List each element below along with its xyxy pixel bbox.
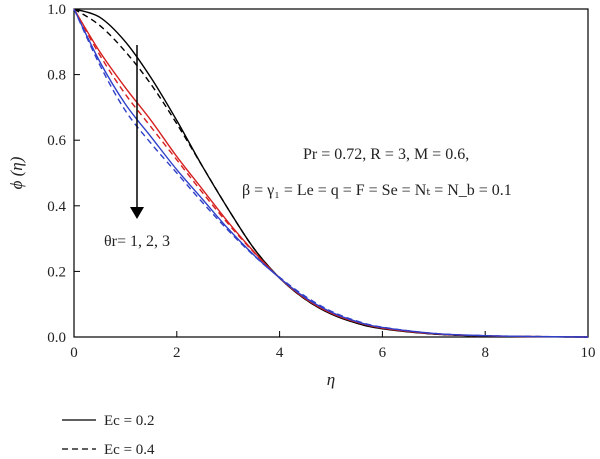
- data-lines: [73, 8, 589, 338]
- legend: Ec = 0.2 Ec = 0.4: [62, 413, 155, 458]
- y-tick-label: 0.6: [47, 133, 66, 149]
- series-line-4: [73, 8, 589, 338]
- params-line-1: Pr = 0.72, R = 3, M = 0.6,: [303, 146, 469, 163]
- series-line-1: [73, 8, 589, 338]
- x-tick-label: 10: [581, 345, 596, 361]
- x-tick-label: 0: [70, 345, 78, 361]
- y-tick-label: 0.8: [47, 68, 66, 84]
- series-line-5: [73, 8, 589, 338]
- params-line-2: β = γ₁ = Le = q = F = Se = Nₜ = N_b = 0.…: [242, 182, 512, 199]
- x-tick-label: 2: [173, 345, 181, 361]
- arrow-label: θr= 1, 2, 3: [104, 233, 170, 250]
- x-tick-label: 6: [379, 345, 387, 361]
- y-tick-label: 0.2: [47, 264, 66, 280]
- y-axis-label: ϕ (η): [7, 156, 26, 189]
- y-tick-label: 0.4: [47, 199, 66, 215]
- series-line-3: [73, 8, 589, 338]
- trend-arrow-head: [130, 207, 144, 219]
- series-line-0: [73, 8, 589, 338]
- legend-label-ec-0-4: Ec = 0.4: [104, 442, 155, 458]
- y-tick-label: 1.0: [47, 2, 66, 18]
- x-tick-label: 8: [481, 345, 489, 361]
- legend-label-ec-0-2: Ec = 0.2: [104, 413, 155, 429]
- y-tick-label: 0.0: [47, 330, 66, 346]
- series-line-2: [73, 8, 589, 338]
- x-axis-label: η: [327, 370, 335, 389]
- plot-frame: [73, 8, 589, 338]
- x-tick-label: 4: [276, 345, 284, 361]
